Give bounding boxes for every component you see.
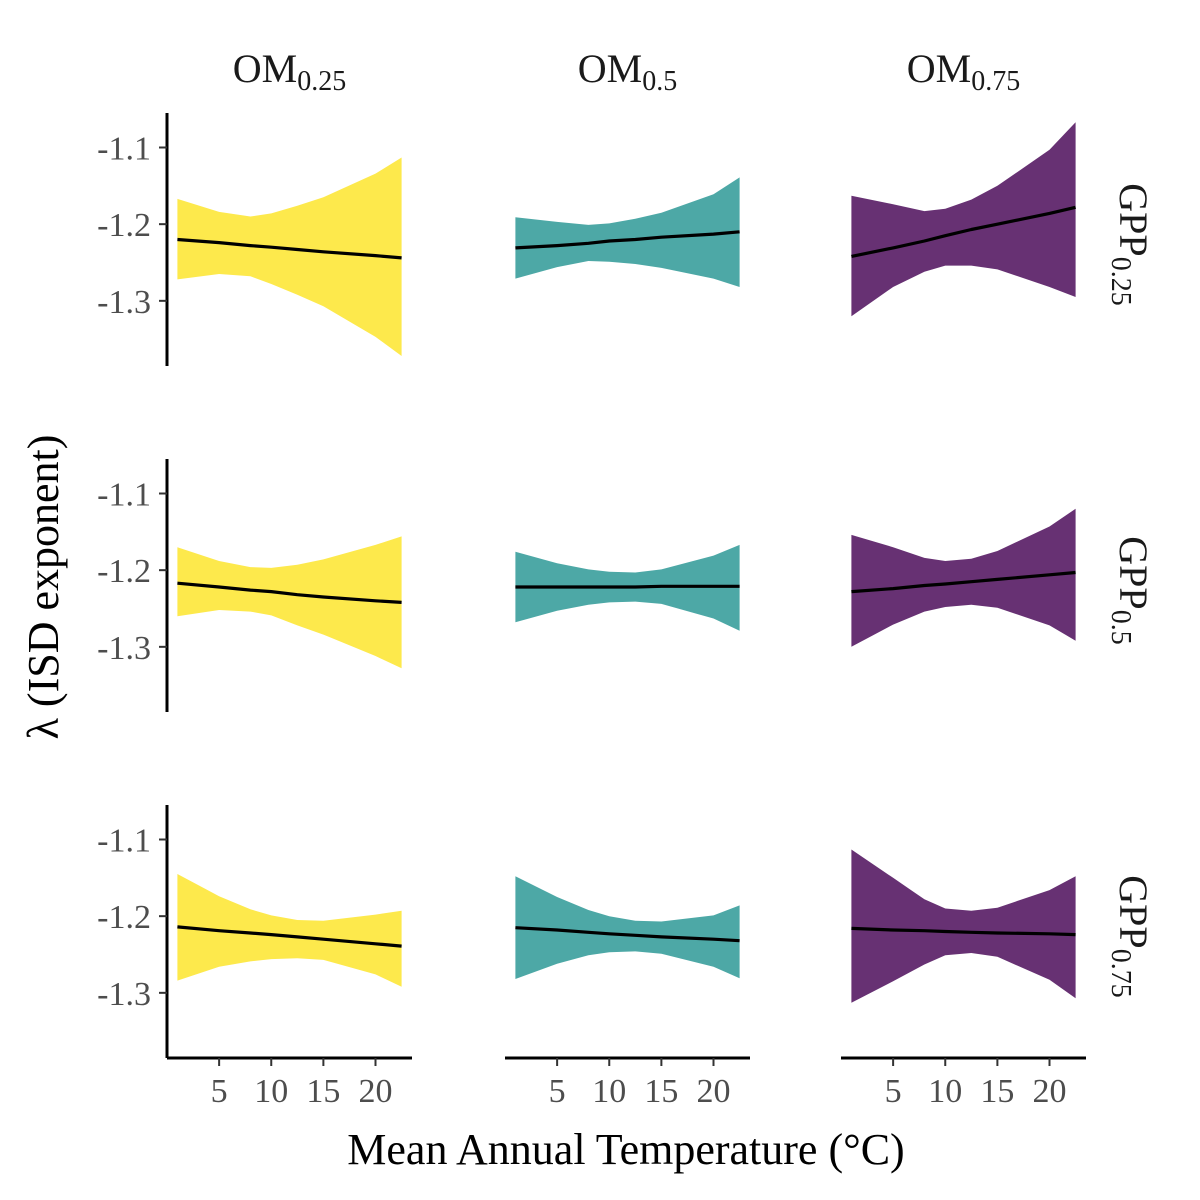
x-tick-label: 5 bbox=[885, 1073, 902, 1110]
y-tick-label: -1.1 bbox=[97, 131, 151, 168]
y-axis-row-1: -1.1 -1.2 -1.3 bbox=[97, 113, 169, 366]
x-tick-label: 20 bbox=[359, 1073, 393, 1110]
panel-r3-c3 bbox=[851, 849, 1076, 1003]
strip-label-subscript: 0.25 bbox=[1105, 257, 1136, 306]
strip-label-base: OM bbox=[578, 46, 642, 91]
fit-line bbox=[851, 926, 1076, 937]
confidence-band bbox=[851, 849, 1076, 1003]
strip-label-base: OM bbox=[907, 46, 971, 91]
y-tick-label: -1.3 bbox=[97, 976, 151, 1013]
confidence-band bbox=[177, 874, 402, 987]
panel-r3-c2 bbox=[515, 876, 740, 979]
x-axis-col-3: 5 10 15 20 bbox=[841, 1056, 1086, 1110]
x-tick-label: 5 bbox=[211, 1073, 228, 1110]
x-tick-label: 10 bbox=[592, 1073, 626, 1110]
y-tick-label: -1.2 bbox=[97, 899, 151, 936]
x-tick-label: 20 bbox=[697, 1073, 731, 1110]
row-strip-label: GPP0.5 bbox=[1105, 536, 1156, 644]
x-tick-label: 10 bbox=[928, 1073, 962, 1110]
fit-line bbox=[515, 926, 740, 943]
panel-r1-c1 bbox=[177, 157, 402, 356]
confidence-band bbox=[177, 536, 402, 669]
y-tick-label: -1.3 bbox=[97, 284, 151, 321]
panel-r3-c1 bbox=[177, 874, 402, 987]
confidence-band bbox=[851, 508, 1076, 647]
panels-layer bbox=[177, 122, 1076, 1003]
strip-label-base: GPP bbox=[1111, 183, 1156, 256]
x-tick-label: 5 bbox=[549, 1073, 566, 1110]
strip-label-base: OM bbox=[233, 46, 297, 91]
y-tick-label: -1.2 bbox=[97, 553, 151, 590]
x-axis-col-2: 5 10 15 20 bbox=[505, 1056, 750, 1110]
y-axis-row-2: -1.1 -1.2 -1.3 bbox=[97, 459, 169, 712]
strip-label-subscript: 0.5 bbox=[642, 66, 677, 97]
y-axis-row-3: -1.1 -1.2 -1.3 bbox=[97, 805, 169, 1058]
confidence-band bbox=[515, 177, 740, 287]
strip-label-subscript: 0.25 bbox=[297, 66, 346, 97]
confidence-band bbox=[851, 122, 1076, 317]
y-tick-label: -1.1 bbox=[97, 477, 151, 514]
y-tick-label: -1.1 bbox=[97, 823, 151, 860]
fit-line bbox=[177, 237, 402, 260]
fit-line bbox=[515, 230, 740, 250]
fit-line bbox=[177, 925, 402, 948]
panel-r2-c3 bbox=[851, 508, 1076, 647]
fit-line bbox=[851, 205, 1076, 258]
column-strip-label: OM0.25 bbox=[233, 46, 346, 97]
fit-line bbox=[177, 581, 402, 604]
x-tick-label: 15 bbox=[306, 1073, 340, 1110]
column-strip-label: OM0.75 bbox=[907, 46, 1020, 97]
labels-layer: Mean Annual Temperature (°C) λ (ISD expo… bbox=[19, 46, 1156, 1174]
confidence-band bbox=[177, 157, 402, 356]
y-tick-label: -1.2 bbox=[97, 207, 151, 244]
panel-r2-c1 bbox=[177, 536, 402, 669]
y-axis-title: λ (ISD exponent) bbox=[19, 435, 68, 740]
column-strip-label: OM0.5 bbox=[578, 46, 677, 97]
panel-r1-c2 bbox=[515, 177, 740, 287]
row-strip-label: GPP0.25 bbox=[1105, 183, 1156, 305]
x-axis-title: Mean Annual Temperature (°C) bbox=[347, 1125, 904, 1174]
y-tick-label: -1.3 bbox=[97, 630, 151, 667]
fit-line bbox=[515, 584, 740, 589]
x-tick-label: 20 bbox=[1033, 1073, 1067, 1110]
strip-label-subscript: 0.75 bbox=[971, 66, 1020, 97]
row-strip-label: GPP0.75 bbox=[1105, 875, 1156, 997]
panel-r1-c3 bbox=[851, 122, 1076, 317]
strip-label-base: GPP bbox=[1111, 536, 1156, 609]
strip-label-base: GPP bbox=[1111, 875, 1156, 948]
fit-line bbox=[851, 570, 1076, 594]
x-tick-label: 15 bbox=[644, 1073, 678, 1110]
strip-label-subscript: 0.75 bbox=[1105, 949, 1136, 998]
x-axis-col-1: 5 10 15 20 bbox=[167, 1056, 412, 1110]
axes-layer: -1.1 -1.2 -1.3 -1.1 -1.2 -1.3 -1.1 -1.2 -1.3 5 10 1… bbox=[97, 113, 1086, 1110]
x-tick-label: 10 bbox=[254, 1073, 288, 1110]
x-tick-label: 15 bbox=[980, 1073, 1014, 1110]
strip-label-subscript: 0.5 bbox=[1105, 610, 1136, 645]
confidence-band bbox=[515, 876, 740, 979]
panel-r2-c2 bbox=[515, 544, 740, 631]
